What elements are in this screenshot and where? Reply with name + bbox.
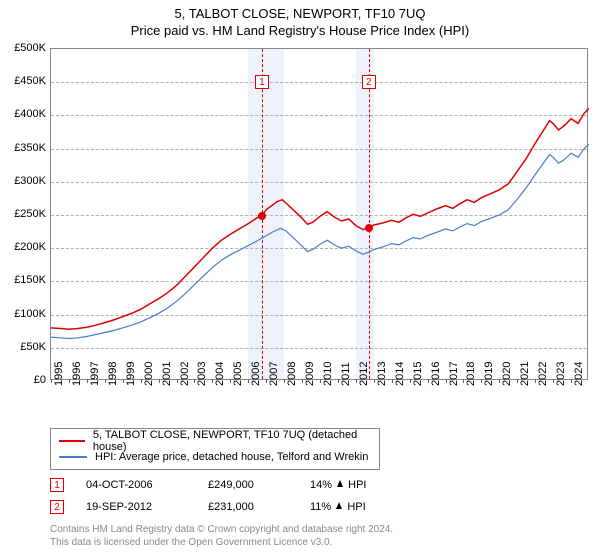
- x-tick-label: 2015: [412, 362, 424, 386]
- series-line-property: [51, 108, 589, 329]
- chart-title-block: 5, TALBOT CLOSE, NEWPORT, TF10 7UQ Price…: [0, 0, 600, 38]
- sale-row-date: 04-OCT-2006: [86, 479, 186, 491]
- sale-marker: [365, 224, 373, 232]
- x-tick-label: 2009: [304, 362, 316, 386]
- y-tick-label: £450K: [0, 75, 46, 87]
- x-tick-label: 2022: [537, 362, 549, 386]
- x-tick-label: 2016: [430, 362, 442, 386]
- legend-label-hpi: HPI: Average price, detached house, Telf…: [95, 451, 368, 463]
- x-tick-label: 2020: [501, 362, 513, 386]
- x-tick-label: 2006: [250, 362, 262, 386]
- x-tick-label: 2023: [555, 362, 567, 386]
- sale-row: 1 04-OCT-2006 £249,000 14% HPI: [50, 474, 570, 496]
- legend-line-icon: [59, 440, 85, 442]
- y-tick-label: £200K: [0, 241, 46, 253]
- x-tick-label: 2003: [196, 362, 208, 386]
- legend-label-property: 5, TALBOT CLOSE, NEWPORT, TF10 7UQ (deta…: [93, 429, 371, 453]
- series-line-hpi: [51, 144, 589, 339]
- x-tick-label: 2024: [573, 362, 585, 386]
- x-tick-label: 2008: [286, 362, 298, 386]
- chart-container: 5, TALBOT CLOSE, NEWPORT, TF10 7UQ Price…: [0, 0, 600, 560]
- x-tick-label: 1997: [89, 362, 101, 386]
- footnote-line2: This data is licensed under the Open Gov…: [50, 537, 393, 550]
- sale-marker: [258, 212, 266, 220]
- y-tick-label: £0: [0, 374, 46, 386]
- y-tick-label: £500K: [0, 42, 46, 54]
- arrow-up-icon: [336, 502, 342, 509]
- x-tick-label: 2005: [232, 362, 244, 386]
- footnote: Contains HM Land Registry data © Crown c…: [50, 524, 393, 549]
- sale-row-delta: 14% HPI: [310, 479, 410, 491]
- x-tick-label: 2000: [143, 362, 155, 386]
- x-tick-label: 2017: [448, 362, 460, 386]
- y-tick-label: £250K: [0, 208, 46, 220]
- legend-box: 5, TALBOT CLOSE, NEWPORT, TF10 7UQ (deta…: [50, 428, 380, 470]
- plot-area: 12: [50, 48, 588, 380]
- x-tick-label: 1996: [71, 362, 83, 386]
- x-tick-label: 2001: [161, 362, 173, 386]
- sale-row-date: 19-SEP-2012: [86, 501, 186, 513]
- y-tick-label: £300K: [0, 175, 46, 187]
- legend-row-hpi: HPI: Average price, detached house, Telf…: [59, 449, 371, 465]
- y-tick-label: £150K: [0, 274, 46, 286]
- x-tick-label: 1999: [125, 362, 137, 386]
- x-tick-label: 2014: [394, 362, 406, 386]
- sale-rows-block: 1 04-OCT-2006 £249,000 14% HPI 2 19-SEP-2012 £…: [50, 474, 570, 518]
- y-tick-label: £100K: [0, 308, 46, 320]
- x-tick-label: 1995: [53, 362, 65, 386]
- x-tick-label: 2018: [465, 362, 477, 386]
- x-tick-label: 2002: [179, 362, 191, 386]
- footnote-line1: Contains HM Land Registry data © Crown c…: [50, 524, 393, 537]
- sale-row-delta: 11% HPI: [310, 501, 410, 513]
- x-tick-label: 2012: [358, 362, 370, 386]
- sale-row: 2 19-SEP-2012 £231,000 11% HPI: [50, 496, 570, 518]
- x-tick-label: 2007: [268, 362, 280, 386]
- x-tick-label: 2019: [483, 362, 495, 386]
- legend-row-property: 5, TALBOT CLOSE, NEWPORT, TF10 7UQ (deta…: [59, 433, 371, 449]
- chart-title-line2: Price paid vs. HM Land Registry's House …: [0, 23, 600, 38]
- y-tick-label: £50K: [0, 341, 46, 353]
- sale-row-price: £231,000: [208, 501, 288, 513]
- x-tick-label: 2004: [214, 362, 226, 386]
- x-tick-label: 2010: [322, 362, 334, 386]
- sale-row-badge: 1: [50, 478, 64, 492]
- x-tick-label: 1998: [107, 362, 119, 386]
- y-tick-label: £350K: [0, 142, 46, 154]
- sale-row-price: £249,000: [208, 479, 288, 491]
- x-tick-label: 2011: [340, 362, 352, 386]
- sale-row-badge: 2: [50, 500, 64, 514]
- series-svg: [51, 49, 589, 381]
- arrow-up-icon: [337, 480, 343, 487]
- legend-line-icon: [59, 456, 87, 458]
- x-tick-label: 2021: [519, 362, 531, 386]
- chart-title-line1: 5, TALBOT CLOSE, NEWPORT, TF10 7UQ: [0, 6, 600, 21]
- x-tick-label: 2013: [376, 362, 388, 386]
- plot-outer: 12 1995199619971998199920002001200220032…: [50, 48, 588, 380]
- y-tick-label: £400K: [0, 108, 46, 120]
